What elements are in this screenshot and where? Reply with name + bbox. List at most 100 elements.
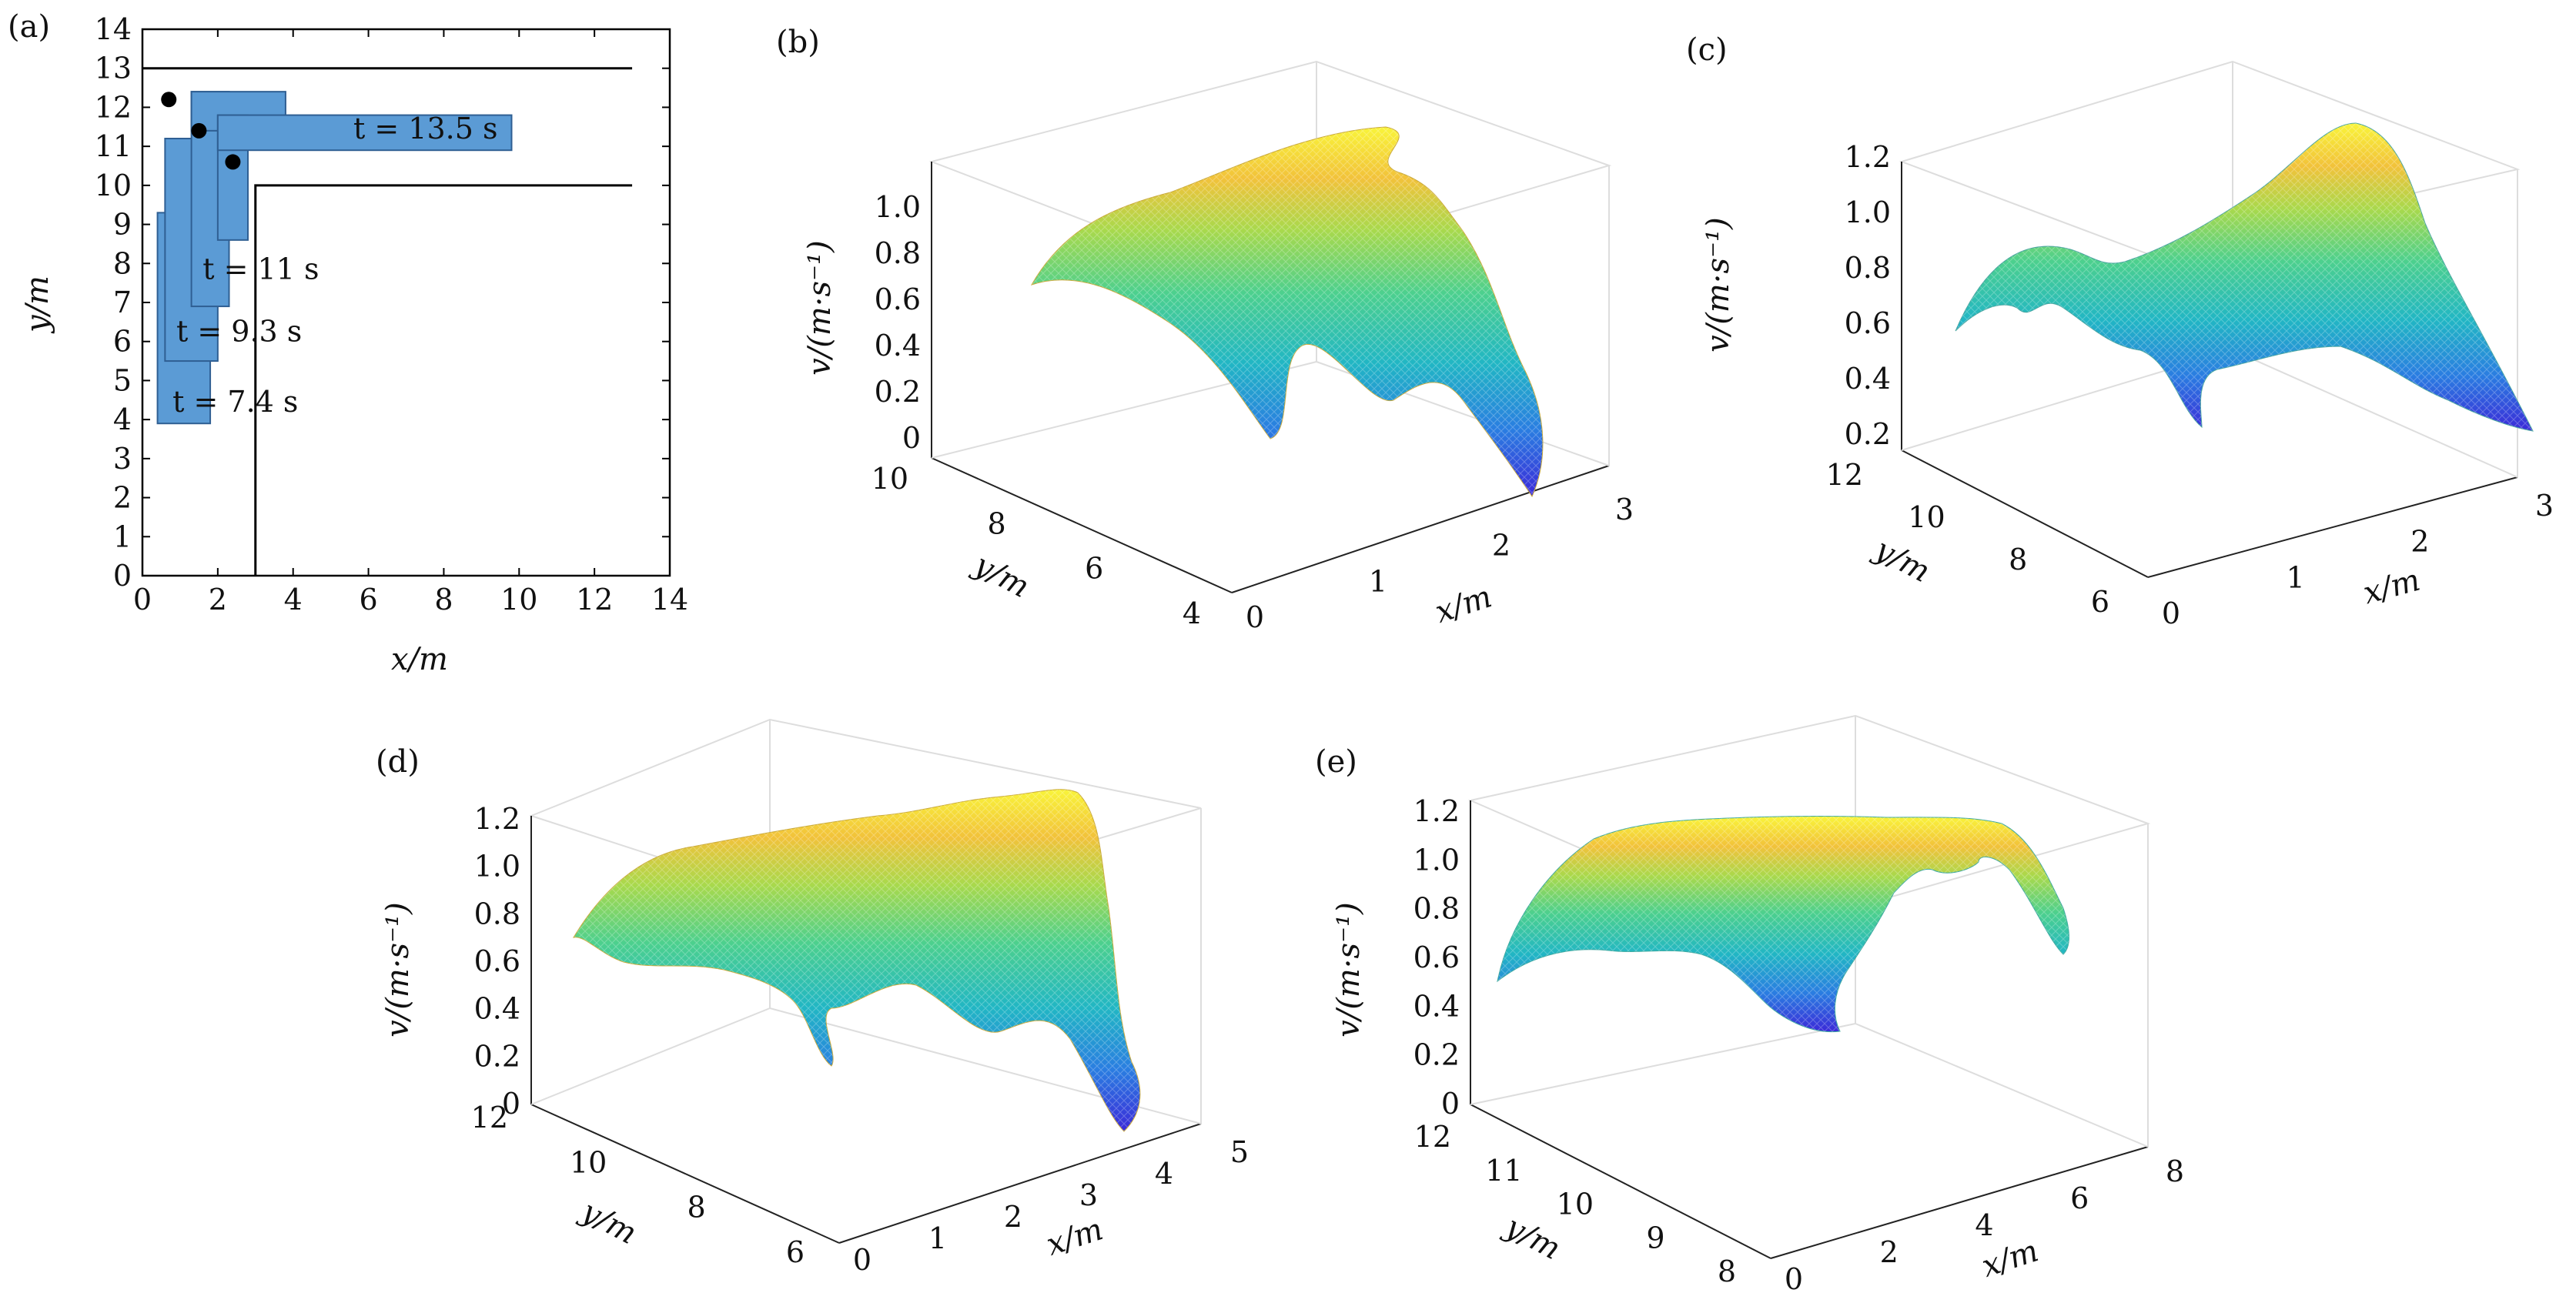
- panel-b-yticks: 4 6 8 10: [871, 462, 1201, 630]
- panel-a-ytick-label: 11: [95, 129, 132, 163]
- panel-e-ztick: 0.2: [1413, 1038, 1460, 1072]
- panel-a-ytick-label: 1: [113, 520, 132, 553]
- panel-e-xtick: 8: [2166, 1154, 2184, 1188]
- panel-c-ztick: 1.0: [1845, 195, 1891, 229]
- panel-b-ytick: 6: [1085, 552, 1103, 586]
- panel-b-xticks: 0 1 2 3: [1246, 493, 1634, 634]
- panel-e: (e) 0 0.2 0.4 0.6 0.8 1.0 1.2 0 2 4 6 8 8 9 10 11 12 v…: [1315, 714, 2184, 1296]
- panel-c-ytick: 8: [2009, 543, 2027, 576]
- panel-c-zticks: 0.2 0.4 0.6 0.8 1.0 1.2: [1845, 140, 1891, 451]
- panel-c-ytick: 12: [1826, 458, 1863, 492]
- panel-c-yticks: 6 8 10 12: [1826, 458, 2109, 619]
- panel-e-xticks: 0 2 4 6 8: [1785, 1154, 2184, 1296]
- panel-a-ytick-label: 0: [113, 559, 132, 593]
- panel-d-ztick: 0.8: [474, 897, 520, 930]
- panel-b-xtick: 0: [1246, 600, 1264, 634]
- panel-b-ztick: 0.4: [875, 329, 921, 363]
- panel-d-ztick: 1.2: [474, 802, 520, 836]
- panel-c-xticks: 0 1 2 3: [2162, 489, 2554, 630]
- panel-c-xtick: 0: [2162, 596, 2180, 630]
- panel-a-xtick-label: 8: [434, 583, 453, 616]
- panel-d-yticks: 6 8 10 12: [471, 1101, 805, 1269]
- panel-e-yticks: 8 9 10 11 12: [1414, 1120, 1736, 1288]
- panel-d-xticks: 0 1 2 3 4 5: [853, 1135, 1249, 1277]
- snapshot-time-label: t = 13.5 s: [353, 112, 497, 145]
- pedestrian-point: [191, 122, 207, 139]
- panel-b-ylabel: y/m: [967, 546, 1035, 605]
- panel-a-ytick-label: 4: [113, 403, 132, 436]
- panel-e-ytick: 9: [1646, 1221, 1664, 1255]
- panel-d-ytick: 8: [687, 1191, 705, 1224]
- inner-wall: [254, 184, 633, 576]
- panel-a-ytick-label: 12: [95, 90, 132, 124]
- snapshot-time-label: t = 9.3 s: [176, 315, 302, 349]
- panel-c-xtick: 3: [2535, 489, 2554, 523]
- panel-e-xtick: 0: [1785, 1262, 1803, 1296]
- panel-e-ytick: 10: [1557, 1188, 1594, 1221]
- panel-a-xtick-label: 4: [284, 583, 303, 616]
- panel-d-ylabel: y/m: [574, 1193, 643, 1251]
- panel-a-xtick-label: 14: [651, 583, 688, 616]
- panel-b-xtick: 2: [1492, 529, 1510, 563]
- panel-d-ztick: 1.0: [474, 850, 520, 884]
- panel-a-ylabel: y/m: [20, 276, 55, 334]
- panel-b-xlabel: x/m: [1431, 579, 1497, 630]
- panel-a-xlabel: x/m: [391, 642, 448, 677]
- panel-e-ztick: 0.4: [1413, 989, 1460, 1023]
- panel-e-ytick: 12: [1414, 1120, 1451, 1154]
- panel-e-ytick: 11: [1485, 1154, 1522, 1188]
- panel-c-zlabel: v/(m·s⁻¹): [1701, 217, 1736, 352]
- panel-e-zlabel: v/(m·s⁻¹): [1331, 902, 1367, 1037]
- panel-b-ztick: 0.2: [875, 375, 921, 409]
- panel-b-box: [928, 60, 1612, 593]
- snapshot-time-label: t = 7.4 s: [172, 385, 298, 419]
- panel-d-ytick: 12: [471, 1101, 508, 1134]
- panel-c-ztick: 1.2: [1845, 140, 1891, 174]
- panel-a-ytick-label: 7: [113, 286, 132, 319]
- pedestrian-region: [216, 114, 513, 152]
- panel-b-xtick: 1: [1369, 564, 1387, 598]
- panel-e-ztick: 1.0: [1413, 843, 1460, 877]
- panel-a-xtick-label: 0: [133, 583, 152, 616]
- panel-a-ytick-label: 2: [113, 481, 132, 515]
- panel-d-xtick: 4: [1155, 1157, 1173, 1191]
- panel-b-zticks: 0 0.2 0.4 0.6 0.8 1.0: [875, 190, 921, 455]
- panel-c-xtick: 2: [2410, 525, 2429, 559]
- panel-d-ztick: 0: [502, 1087, 520, 1121]
- panel-c-ztick: 0.2: [1845, 417, 1891, 451]
- panel-d-xlabel: x/m: [1042, 1211, 1108, 1263]
- panel-e-label: (e): [1315, 744, 1357, 780]
- panel-b-xtick: 3: [1615, 493, 1634, 526]
- panel-b-zlabel: v/(m·s⁻¹): [802, 240, 838, 376]
- panel-e-xtick: 4: [1975, 1208, 1993, 1242]
- panel-e-ztick: 0: [1441, 1087, 1460, 1121]
- panel-a-xtick-label: 6: [359, 583, 377, 616]
- panel-b-ytick: 10: [871, 462, 908, 496]
- panel-a-ytick-label: 8: [113, 246, 132, 280]
- panel-b-label: (b): [776, 25, 820, 60]
- panel-d-ztick: 0.4: [474, 992, 520, 1026]
- panel-c-ytick: 10: [1908, 500, 1945, 534]
- panel-b-ytick: 8: [987, 506, 1005, 540]
- panel-e-ytick: 8: [1718, 1255, 1736, 1288]
- panel-a-ytick-label: 10: [95, 169, 132, 202]
- panel-d-ztick: 0.6: [474, 944, 520, 978]
- panel-d-label: (d): [376, 744, 420, 780]
- panel-a-ytick-label: 6: [113, 325, 132, 359]
- panel-c-ztick: 0.4: [1845, 362, 1891, 396]
- panel-b-ytick: 4: [1183, 596, 1201, 630]
- pedestrian-point: [161, 92, 177, 108]
- panel-b: (b) 0 0.2 0.4 0.6 0.8 1.0 0 1 2 3 4 6 8 10 v/(m·s⁻¹…: [776, 25, 1634, 634]
- panel-d-ztick: 0.2: [474, 1039, 520, 1073]
- panel-c-ztick: 0.6: [1845, 306, 1891, 340]
- panel-e-zticks: 0 0.2 0.4 0.6 0.8 1.0 1.2: [1413, 794, 1460, 1121]
- panel-d-xtick: 2: [1004, 1200, 1022, 1234]
- panel-d-xtick: 0: [853, 1243, 871, 1277]
- panel-c-ztick: 0.8: [1845, 251, 1891, 285]
- panel-d-ytick: 6: [786, 1235, 805, 1269]
- panel-a-xtick-label: 10: [500, 583, 537, 616]
- panel-e-ztick: 0.8: [1413, 892, 1460, 926]
